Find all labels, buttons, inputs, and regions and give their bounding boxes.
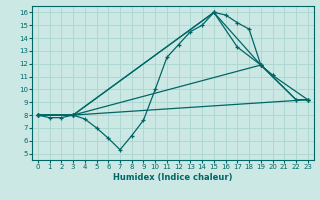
X-axis label: Humidex (Indice chaleur): Humidex (Indice chaleur): [113, 173, 233, 182]
